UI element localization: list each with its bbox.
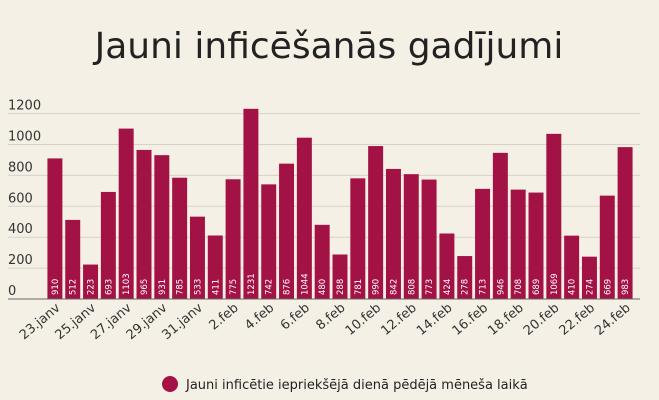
bar (225, 179, 241, 299)
bar-value-label: 1103 (122, 273, 132, 295)
bar (154, 155, 170, 299)
bar-value-label: 410 (568, 279, 578, 295)
y-tick-label: 600 (8, 191, 33, 206)
bar (492, 152, 508, 299)
x-tick-label: 2.feb (207, 301, 242, 334)
bar-value-label: 274 (585, 279, 595, 295)
y-tick-label: 1000 (8, 130, 41, 145)
bar (207, 235, 223, 299)
bar (47, 158, 63, 299)
bar-value-label: 1231 (247, 273, 257, 295)
y-tick-label: 800 (8, 160, 33, 175)
bar-value-label: 931 (158, 279, 168, 295)
bar-value-label: 693 (104, 279, 114, 295)
bar (564, 235, 580, 299)
bar-value-label: 708 (514, 279, 524, 295)
bar-value-label: 689 (532, 279, 542, 295)
bar-value-label: 781 (354, 279, 364, 295)
bar (421, 179, 437, 299)
bar-value-label: 480 (318, 279, 328, 295)
bar-value-label: 842 (389, 279, 399, 295)
bar (457, 256, 473, 299)
bar (279, 163, 295, 299)
bar (599, 195, 615, 299)
bar-value-label: 223 (87, 279, 97, 295)
bar-value-label: 424 (443, 279, 453, 295)
x-tick-label: 6.feb (278, 301, 313, 334)
y-tick-label: 200 (8, 253, 33, 268)
bar (546, 133, 562, 299)
bar-value-label: 533 (193, 279, 203, 295)
bar (403, 174, 419, 299)
bar (83, 264, 99, 299)
bar-value-label: 1044 (300, 273, 310, 295)
bar-value-label: 983 (621, 279, 631, 295)
legend-marker (162, 376, 178, 392)
bar (385, 168, 401, 299)
x-tick-label: 24.feb (592, 301, 633, 339)
bar (118, 128, 134, 299)
bar-value-label: 713 (479, 279, 489, 295)
x-tick-label: 31.janv (159, 300, 206, 343)
bar (528, 192, 544, 299)
x-tick-label: 12.feb (378, 301, 419, 339)
bar (172, 177, 188, 299)
bar (65, 219, 81, 299)
bar (475, 188, 491, 299)
bar-value-label: 669 (603, 279, 613, 295)
bar-value-label: 990 (372, 279, 382, 295)
bar-value-label: 808 (407, 279, 417, 295)
bar-value-label: 946 (496, 279, 506, 295)
legend-label: Jauni inficētie iepriekšējā dienā pēdējā… (185, 378, 528, 393)
bar (136, 149, 152, 299)
bar (332, 254, 348, 299)
bar (314, 224, 330, 299)
bar-value-label: 512 (69, 279, 79, 295)
bars (47, 108, 633, 299)
bar (243, 108, 259, 299)
bar (581, 256, 597, 299)
bar-value-label: 910 (51, 279, 61, 295)
bar-value-label: 785 (176, 279, 186, 295)
bar-value-label: 278 (461, 279, 471, 295)
x-tick-label: 4.feb (242, 301, 277, 334)
y-tick-label: 400 (8, 222, 33, 237)
bar (439, 233, 455, 299)
bar-value-label: 965 (140, 279, 150, 295)
x-tick-label: 18.feb (485, 301, 526, 339)
bar (261, 184, 277, 299)
bar (296, 137, 312, 299)
bar-value-label: 773 (425, 279, 435, 295)
bar-value-label: 742 (265, 279, 275, 295)
x-tick-label: 14.feb (414, 301, 455, 339)
bar (368, 146, 384, 299)
chart-title: Jauni inficēšanās gadījumi (93, 26, 564, 67)
y-axis-ticks: 0 200 400 600 800 1000 1200 (8, 99, 41, 299)
y-tick-label: 0 (8, 284, 16, 299)
bar (100, 191, 116, 299)
bar (189, 216, 205, 299)
x-tick-label: 16.feb (450, 301, 491, 339)
x-tick-label: 10.feb (343, 301, 384, 339)
bar (350, 178, 366, 299)
bar-value-label: 411 (211, 279, 221, 295)
y-tick-label: 1200 (8, 99, 41, 114)
bar-value-label: 876 (283, 279, 293, 295)
bar-value-labels: 910 512 223 693 1103 965 931 785 533 411 775 1231 74… (51, 273, 631, 295)
x-tick-label: 22.feb (557, 301, 598, 339)
x-tick-label: 20.feb (521, 301, 562, 339)
bar (510, 189, 526, 299)
bar-value-label: 775 (229, 279, 239, 295)
bar-value-label: 1069 (550, 273, 560, 295)
bar-value-label: 288 (336, 279, 346, 295)
legend: Jauni inficētie iepriekšējā dienā pēdējā… (162, 376, 528, 393)
bar (617, 147, 633, 299)
